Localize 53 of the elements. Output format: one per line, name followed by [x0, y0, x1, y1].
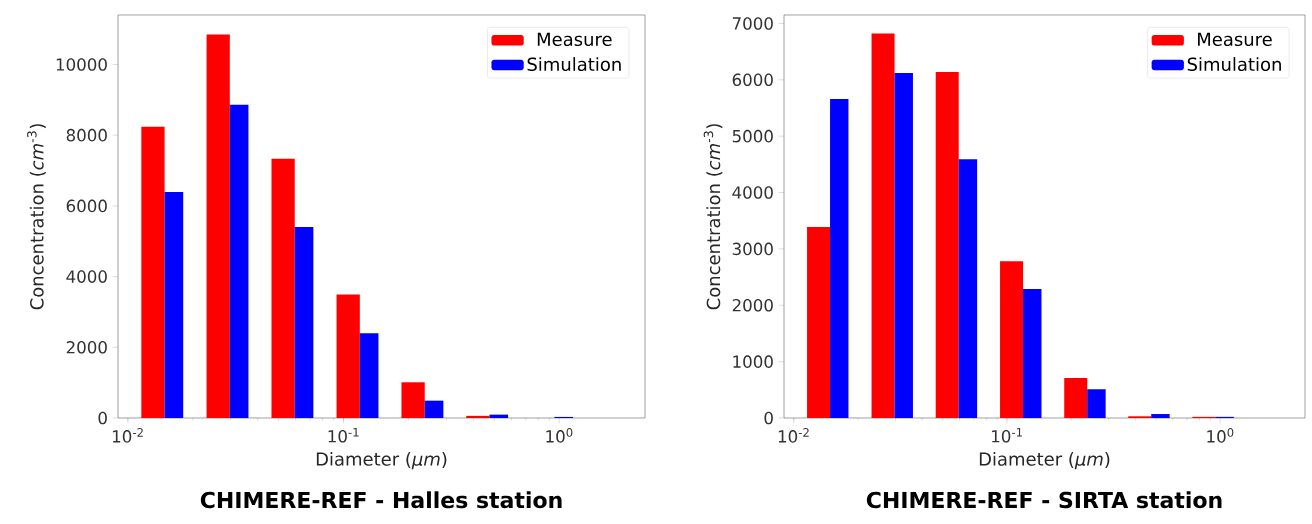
bar	[294, 227, 314, 418]
x-axis-title: Diameter (μm)	[316, 451, 447, 470]
bar	[1023, 288, 1042, 418]
y-axis-title: Concentration (cm$^{-3}$)	[27, 124, 46, 310]
x-tick-label: 10$^{-2}$	[112, 428, 143, 443]
x-tick-label: 10$^{-2}$	[778, 428, 809, 443]
bar	[807, 226, 831, 418]
y-tick-label: 1000	[733, 355, 773, 368]
legend-label: Simulation	[1187, 57, 1281, 72]
legend-label: Simulation	[527, 57, 621, 72]
x-axis-title: Diameter (μm)	[979, 451, 1110, 470]
y-tick-label: 3000	[732, 242, 773, 256]
bar	[141, 126, 165, 418]
y-tick-label: 4000	[732, 186, 773, 199]
x-tick-label: 10$^{0}$	[1207, 428, 1234, 443]
y-axis-title: Concentration (cm$^{-3}$)	[703, 124, 723, 310]
y-tick-label: 6000	[732, 73, 773, 87]
y-tick-label: 7000	[732, 17, 773, 30]
legend-label: Measure	[537, 32, 612, 47]
bar	[489, 414, 509, 418]
bar	[424, 400, 444, 418]
text: CHIMERE-REF - SIRTA station	[866, 491, 1222, 509]
bar	[935, 71, 959, 418]
bar	[1151, 414, 1170, 418]
bar	[958, 159, 978, 418]
y-tick-label: 6000	[66, 199, 107, 213]
bar	[871, 33, 895, 418]
x-tick-label: 10$^{-1}$	[328, 428, 359, 443]
bar	[229, 104, 249, 418]
y-tick-label: 8000	[66, 128, 107, 142]
bar	[894, 73, 913, 418]
y-tick-label: 5000	[732, 129, 773, 143]
text: CHIMERE-REF - Halles station	[200, 491, 562, 509]
x-tick-label: 10$^{0}$	[546, 428, 573, 443]
y-tick-label: 2000	[732, 298, 773, 312]
legend-label: Measure	[1198, 32, 1272, 47]
y-tick-label: 4000	[66, 270, 107, 283]
bar	[1000, 261, 1024, 418]
bar	[466, 415, 490, 418]
bar	[271, 158, 295, 418]
bar	[336, 294, 360, 418]
bar	[830, 98, 849, 418]
bar	[401, 382, 425, 418]
x-tick-label: 10$^{-1}$	[992, 428, 1022, 443]
y-tick-label: 10000	[56, 58, 107, 71]
y-tick-label: 0	[98, 411, 107, 425]
bar	[164, 192, 184, 418]
y-tick-label: 2000	[66, 340, 107, 354]
bar	[206, 34, 230, 418]
bar	[1064, 377, 1088, 418]
y-tick-label: 0	[764, 411, 773, 425]
bar	[359, 333, 379, 418]
bar	[1087, 389, 1106, 418]
